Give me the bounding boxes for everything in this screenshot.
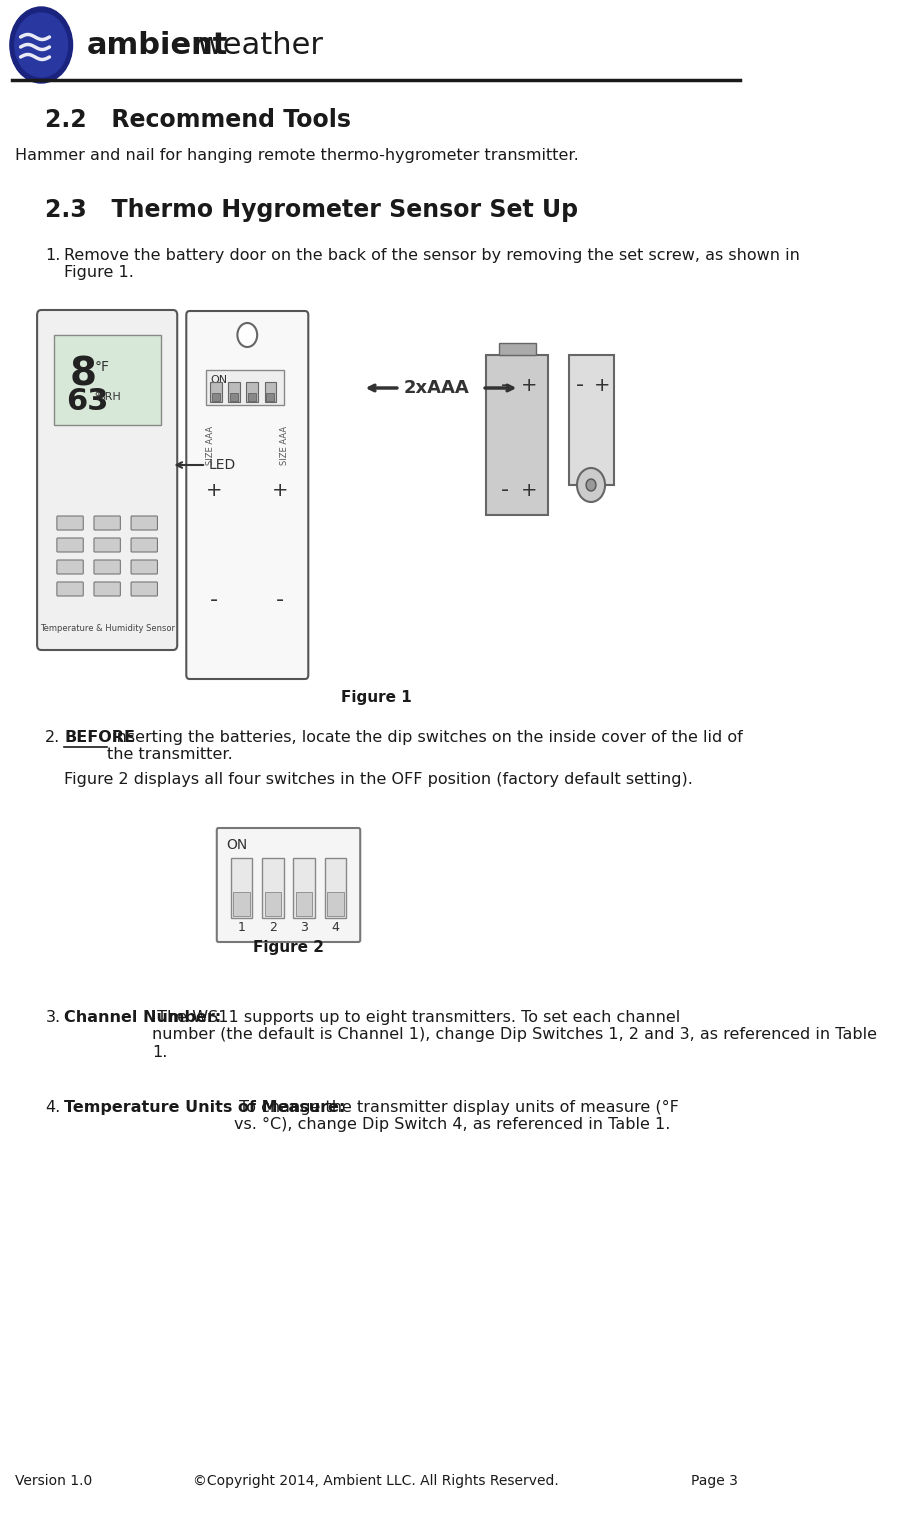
FancyBboxPatch shape xyxy=(94,538,121,551)
Bar xyxy=(231,857,252,918)
Circle shape xyxy=(237,323,257,347)
Bar xyxy=(247,382,258,401)
Text: weather: weather xyxy=(188,30,323,59)
Circle shape xyxy=(586,479,596,491)
Bar xyxy=(206,370,284,405)
Text: 1: 1 xyxy=(237,921,246,935)
Text: ambient: ambient xyxy=(87,30,228,59)
Text: 3: 3 xyxy=(300,921,308,935)
Text: +: + xyxy=(521,376,538,394)
Bar xyxy=(296,892,312,917)
Text: Page 3: Page 3 xyxy=(691,1474,738,1488)
Text: inserting the batteries, locate the dip switches on the inside cover of the lid : inserting the batteries, locate the dip … xyxy=(107,730,743,762)
FancyBboxPatch shape xyxy=(131,561,157,574)
FancyBboxPatch shape xyxy=(94,582,121,595)
Text: Figure 2 displays all four switches in the OFF position (factory default setting: Figure 2 displays all four switches in t… xyxy=(64,773,693,786)
FancyBboxPatch shape xyxy=(216,829,361,942)
Circle shape xyxy=(577,468,605,501)
FancyBboxPatch shape xyxy=(57,538,83,551)
Text: +: + xyxy=(206,480,223,500)
Text: Temperature Units of Measure:: Temperature Units of Measure: xyxy=(64,1100,346,1115)
Text: -: - xyxy=(575,376,583,395)
Text: 2xAAA: 2xAAA xyxy=(404,379,470,397)
Text: Remove the battery door on the back of the sensor by removing the set screw, as : Remove the battery door on the back of t… xyxy=(64,248,800,280)
Bar xyxy=(54,335,161,426)
Text: ON: ON xyxy=(210,376,227,385)
FancyBboxPatch shape xyxy=(131,538,157,551)
Text: +: + xyxy=(521,480,538,500)
Text: SIZE AAA: SIZE AAA xyxy=(280,426,289,465)
Text: -: - xyxy=(500,480,509,500)
Text: Temperature & Humidity Sensor: Temperature & Humidity Sensor xyxy=(39,624,174,633)
Text: Hammer and nail for hanging remote thermo-hygrometer transmitter.: Hammer and nail for hanging remote therm… xyxy=(15,148,579,164)
Bar xyxy=(262,857,284,918)
Text: 8: 8 xyxy=(70,355,97,392)
Text: ON: ON xyxy=(226,838,248,851)
Text: 4: 4 xyxy=(331,921,340,935)
FancyBboxPatch shape xyxy=(57,582,83,595)
FancyBboxPatch shape xyxy=(94,517,121,530)
Bar xyxy=(230,392,238,401)
Bar xyxy=(265,382,276,401)
Text: LED: LED xyxy=(208,458,236,473)
FancyBboxPatch shape xyxy=(131,517,157,530)
Text: Channel Number:: Channel Number: xyxy=(64,1011,222,1026)
Text: %RH: %RH xyxy=(95,392,121,401)
Bar xyxy=(487,355,548,515)
Text: Figure 2: Figure 2 xyxy=(253,939,324,954)
Circle shape xyxy=(10,8,72,83)
FancyBboxPatch shape xyxy=(131,582,157,595)
Text: 3.: 3. xyxy=(46,1011,60,1026)
Text: +: + xyxy=(594,376,611,394)
Bar xyxy=(234,892,250,917)
Bar xyxy=(327,892,343,917)
Text: BEFORE: BEFORE xyxy=(64,730,135,745)
Bar xyxy=(248,392,257,401)
FancyBboxPatch shape xyxy=(186,311,309,679)
Text: SIZE AAA: SIZE AAA xyxy=(206,426,215,465)
Text: +: + xyxy=(272,480,289,500)
Bar xyxy=(212,392,220,401)
Text: Figure 1: Figure 1 xyxy=(341,689,411,704)
Text: Version 1.0: Version 1.0 xyxy=(15,1474,92,1488)
Bar xyxy=(569,355,614,485)
Text: -: - xyxy=(500,376,509,395)
Circle shape xyxy=(15,14,68,77)
Text: 2: 2 xyxy=(269,921,277,935)
Bar xyxy=(498,342,536,355)
Text: 2.3   Thermo Hygrometer Sensor Set Up: 2.3 Thermo Hygrometer Sensor Set Up xyxy=(46,198,579,223)
FancyBboxPatch shape xyxy=(57,517,83,530)
Bar xyxy=(265,892,281,917)
Text: 1.: 1. xyxy=(46,248,60,264)
Bar xyxy=(325,857,346,918)
Text: 63: 63 xyxy=(66,386,109,417)
Text: To change the transmitter display units of measure (°F
vs. °C), change Dip Switc: To change the transmitter display units … xyxy=(234,1100,679,1132)
Text: 4.: 4. xyxy=(46,1100,60,1115)
Bar xyxy=(228,382,240,401)
Text: The WS11 supports up to eight transmitters. To set each channel
number (the defa: The WS11 supports up to eight transmitte… xyxy=(152,1011,877,1060)
Text: -: - xyxy=(210,589,218,611)
Text: -: - xyxy=(277,589,284,611)
Text: °F: °F xyxy=(95,361,110,374)
Bar xyxy=(267,392,275,401)
Bar xyxy=(210,382,222,401)
FancyBboxPatch shape xyxy=(94,561,121,574)
Text: ©Copyright 2014, Ambient LLC. All Rights Reserved.: ©Copyright 2014, Ambient LLC. All Rights… xyxy=(193,1474,559,1488)
Bar xyxy=(293,857,315,918)
FancyBboxPatch shape xyxy=(57,561,83,574)
Text: 2.: 2. xyxy=(46,730,60,745)
Text: 2.2   Recommend Tools: 2.2 Recommend Tools xyxy=(46,108,352,132)
FancyBboxPatch shape xyxy=(37,311,177,650)
